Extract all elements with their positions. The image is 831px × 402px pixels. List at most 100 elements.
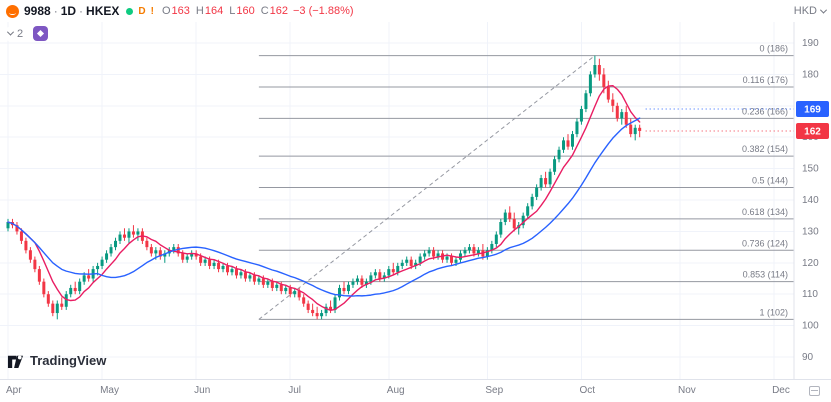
fib-level-label: 0.736 (124) <box>742 238 788 248</box>
candle-body <box>230 269 234 273</box>
candle-body <box>333 297 337 310</box>
currency-selector[interactable]: HKD <box>793 0 828 22</box>
price-badge-value: 169 <box>804 104 821 115</box>
candle-body <box>194 253 198 257</box>
separator: · <box>79 4 84 18</box>
candle-body <box>373 272 377 276</box>
fib-level-label: 0.853 (114) <box>743 270 788 280</box>
candle-body <box>6 222 10 229</box>
calendar-icon[interactable] <box>809 386 820 396</box>
candle-body <box>149 247 153 254</box>
candle-body <box>28 250 32 260</box>
candle-body <box>311 309 315 314</box>
candle-body <box>221 265 225 270</box>
candle-body <box>548 171 552 185</box>
close-label: C <box>260 5 269 17</box>
candle-body <box>293 291 297 295</box>
market-status-icon[interactable] <box>126 7 134 15</box>
candle-body <box>445 256 449 260</box>
candle-body <box>405 259 409 263</box>
candle-body <box>450 256 454 263</box>
fib-trend-line <box>258 55 596 320</box>
candle-body <box>248 275 252 279</box>
low-label: L <box>229 5 236 17</box>
candle-body <box>118 234 122 241</box>
time-axis-label: Jun <box>194 385 211 396</box>
candle-body <box>315 313 319 317</box>
candle-body <box>208 259 212 266</box>
candle-body <box>297 291 301 298</box>
candle-body <box>615 105 619 119</box>
candle-body <box>239 272 243 276</box>
price-tick-label: 120 <box>802 258 819 269</box>
symbol-logo-icon[interactable] <box>6 4 19 18</box>
candle-body <box>463 250 467 254</box>
candle-body <box>606 86 610 100</box>
candle-body <box>553 159 557 172</box>
candle-body <box>199 256 203 263</box>
candle-body <box>472 247 476 254</box>
price-label-layer: 169 162 <box>645 100 829 139</box>
candle-body <box>526 206 530 216</box>
candle-body <box>338 287 342 298</box>
object-tree-toggle[interactable]: 2 <box>6 26 26 41</box>
candle-body <box>584 93 588 109</box>
candle-body <box>226 265 230 273</box>
candle-body <box>284 287 288 292</box>
candle-body <box>252 275 256 282</box>
price-badge <box>796 122 829 139</box>
fib-level-label: 0.382 (154) <box>742 144 788 154</box>
symbol-name: 9988 <box>24 4 51 18</box>
candle-body <box>557 149 561 160</box>
candle-body <box>109 247 113 254</box>
time-axis-label: Oct <box>579 385 595 396</box>
candle-body <box>602 74 606 87</box>
candle-body <box>185 256 189 260</box>
alert-icon[interactable]: ! <box>150 5 154 17</box>
object-count: 2 <box>17 27 24 40</box>
candle-body <box>467 247 471 251</box>
candle-body <box>176 247 180 254</box>
candle-body <box>15 225 19 232</box>
open-value: 163 <box>171 5 190 17</box>
candle-body <box>418 256 422 263</box>
fib-retracement-layer[interactable]: 0 (186) 0.116 (176) 0.236 (166) 0.382 (154)… <box>258 44 794 320</box>
price-badge <box>796 100 829 117</box>
candle-body <box>122 234 126 238</box>
candle-body <box>633 127 637 135</box>
chevron-down-icon <box>6 28 15 36</box>
candles-layer[interactable] <box>6 55 642 320</box>
candle-body <box>544 178 548 185</box>
ohlc-readout: O 163 H 164 L 160 C 162 <box>162 5 288 17</box>
time-axis-label: Nov <box>678 385 696 396</box>
candle-body <box>324 306 328 314</box>
candle-body <box>154 250 158 254</box>
candle-body <box>82 275 86 282</box>
candle-body <box>454 259 458 263</box>
sparkle-icon[interactable] <box>33 26 49 41</box>
candle-body <box>436 253 440 257</box>
open-label: O <box>161 5 171 17</box>
candle-body <box>351 281 355 285</box>
candle-body <box>409 259 413 266</box>
candle-body <box>432 250 436 257</box>
delayed-data-icon[interactable]: D <box>138 5 146 17</box>
exchange-label: HKEX <box>86 4 120 18</box>
time-axis-label: May <box>100 385 119 396</box>
candle-body <box>127 231 131 238</box>
price-axis[interactable]: 19018017016015014013012011010090 <box>793 22 819 379</box>
chevron-down-icon <box>819 6 828 14</box>
symbol-title[interactable]: 9988 · 1D · HKEX <box>24 4 119 18</box>
candle-body <box>163 253 167 257</box>
candle-body <box>629 124 633 135</box>
price-tick-label: 90 <box>802 352 814 363</box>
time-axis-label: Jul <box>288 385 302 396</box>
currency-label: HKD <box>793 5 817 17</box>
candle-body <box>521 215 525 226</box>
candle-body <box>60 303 64 307</box>
time-axis[interactable]: Apr May Jun Jul Aug Sep Oct Nov Dec <box>0 379 831 402</box>
price-chart[interactable]: 0 (186) 0.116 (176) 0.236 (166) 0.382 (154)… <box>0 22 831 379</box>
tradingview-watermark[interactable]: TradingView <box>7 352 106 369</box>
candle-body <box>387 269 391 276</box>
candle-body <box>217 262 221 270</box>
